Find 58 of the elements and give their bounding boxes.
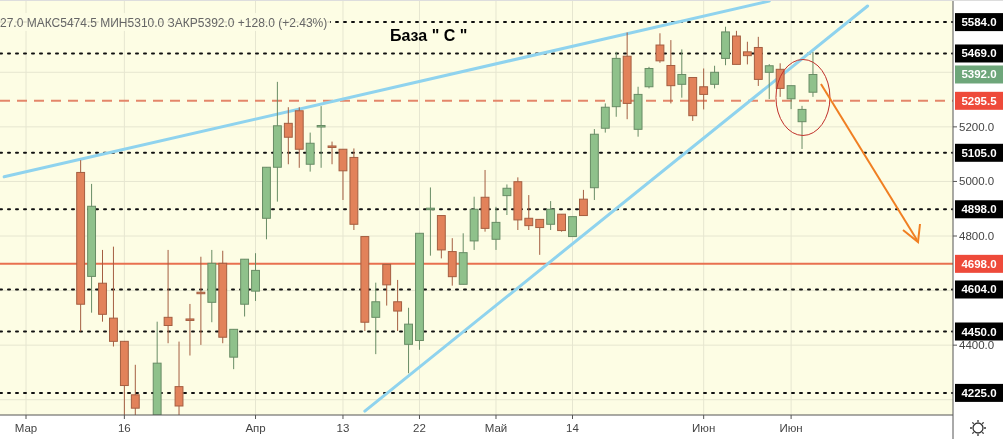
ref-line-label: 5584.0 <box>961 16 997 29</box>
x-tick-label: 16 <box>117 422 131 434</box>
candlestick <box>305 132 315 173</box>
x-tick-label: 14 <box>566 422 580 434</box>
ref-line-label: 4450.0 <box>961 325 997 338</box>
ref-line-label: 5469.0 <box>961 47 997 60</box>
candlestick <box>600 102 610 134</box>
candlestick <box>535 218 545 256</box>
x-tick-label: Июн <box>779 422 803 434</box>
candlestick <box>699 67 709 110</box>
candlestick <box>163 249 173 344</box>
candlestick <box>655 32 665 64</box>
candlestick <box>109 246 118 348</box>
candlestick <box>185 303 195 357</box>
y-tick-label: 4400.0 <box>959 339 995 352</box>
y-tick-label: 4800.0 <box>959 230 995 243</box>
candlestick <box>174 341 184 415</box>
annotation: 27.0 МАКС5474.5 МИН5310.0 ЗАКР5392.0 +128.0 (+2.43%) <box>0 16 328 30</box>
candlestick <box>371 282 381 355</box>
candlestick <box>710 65 720 89</box>
candlestick <box>786 85 796 110</box>
candlestick <box>524 194 534 231</box>
ref-line-label: 5105.0 <box>961 146 997 159</box>
candlestick <box>327 141 337 165</box>
ref-line-label: 4898.0 <box>961 203 997 216</box>
candlestick <box>742 41 752 65</box>
candlestick <box>666 39 676 104</box>
ref-line-label: 5295.5 <box>961 94 998 107</box>
ref-line-label: 4604.0 <box>961 283 997 296</box>
x-tick-label: 13 <box>336 422 350 434</box>
candlestick <box>502 183 512 216</box>
x-tick-label: Май <box>484 422 508 434</box>
candlestick <box>579 189 588 217</box>
annotation: База " С " <box>390 27 468 44</box>
candlestick <box>808 51 818 98</box>
candlestick <box>316 105 326 169</box>
ref-line-label: 4698.0 <box>961 257 997 270</box>
candlestick <box>283 106 293 165</box>
x-tick-label: Июн <box>692 422 716 434</box>
ref-line-label: 4225.0 <box>961 386 997 399</box>
candlestick <box>568 216 577 238</box>
x-tick-label: 22 <box>413 422 426 434</box>
y-tick-label: 5200.0 <box>959 120 995 133</box>
text: 5392.0 <box>961 68 997 81</box>
candlestick <box>404 307 413 374</box>
x-tick-label: Апр <box>245 422 266 434</box>
y-tick-label: 5000.0 <box>959 175 995 188</box>
x-tick-label: Мар <box>14 422 38 434</box>
candlestick <box>382 263 392 307</box>
candlestick <box>130 364 140 415</box>
candlestick <box>797 105 807 150</box>
candlestick <box>393 279 403 332</box>
candlestick <box>764 63 774 100</box>
candlestick <box>546 200 556 231</box>
candlestick <box>677 48 687 99</box>
candlestick <box>491 206 501 251</box>
candlestick <box>644 66 654 89</box>
candlestick <box>251 252 260 302</box>
